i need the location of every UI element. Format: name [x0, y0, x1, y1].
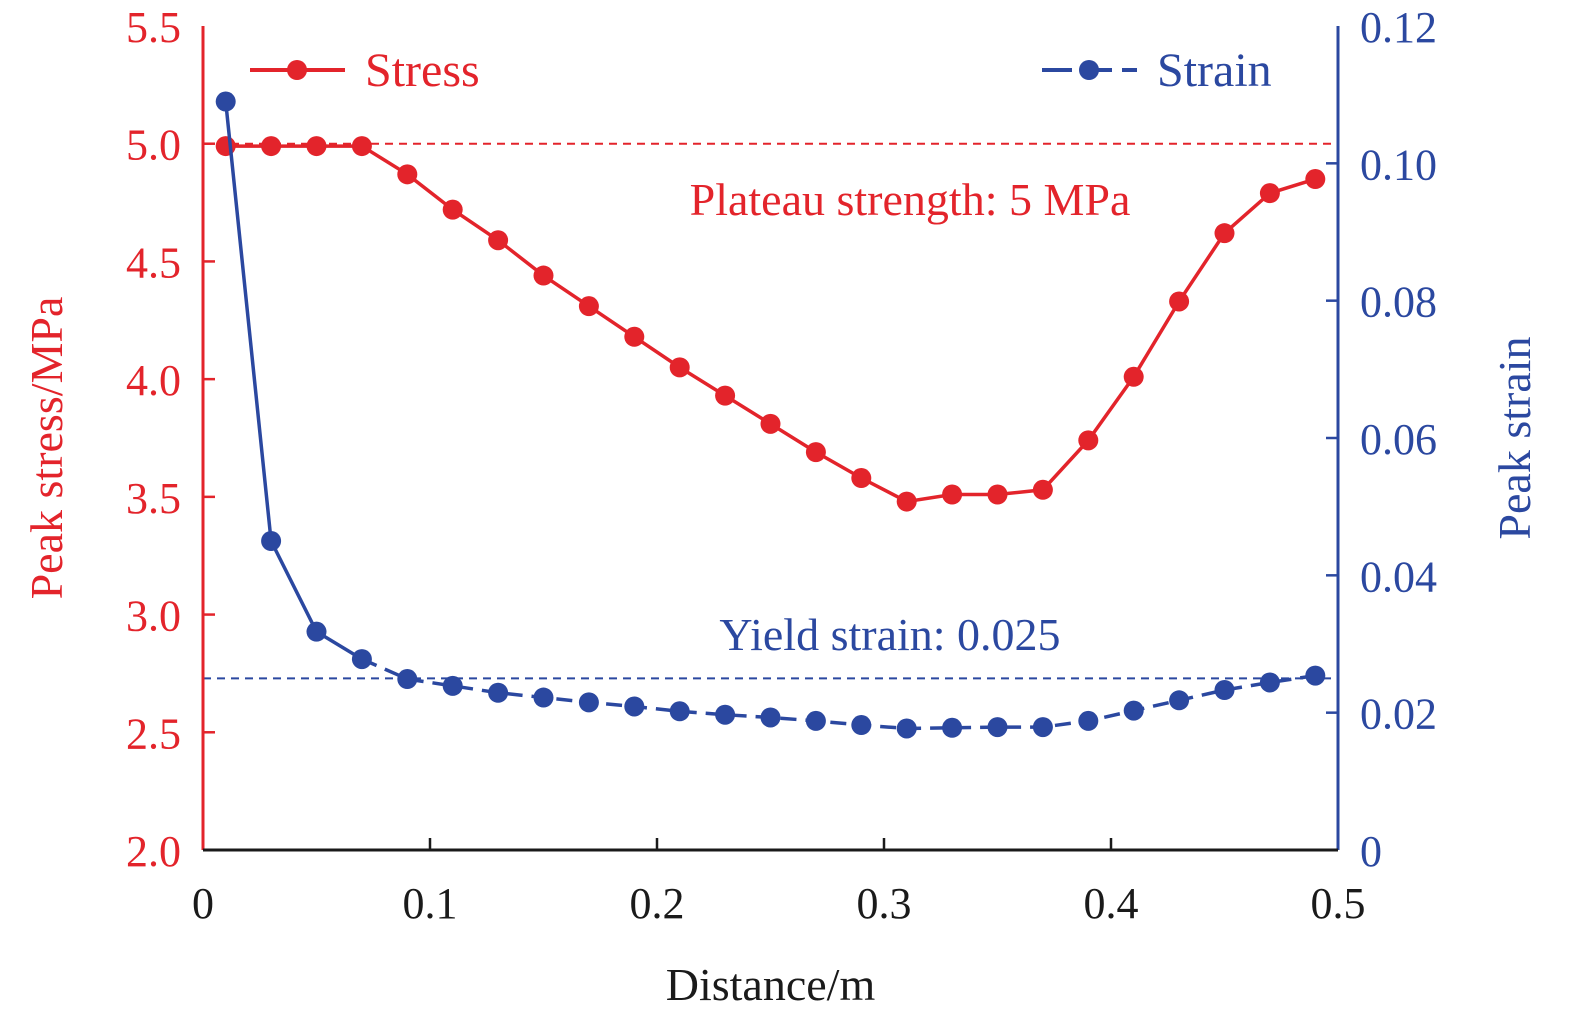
right-y-tick-label: 0 — [1360, 827, 1382, 876]
series-stress — [215, 136, 1326, 512]
data-point-stress — [1032, 479, 1053, 500]
legend-item-strain: Strain — [1042, 44, 1272, 97]
right-y-tick-label: 0.04 — [1360, 552, 1437, 601]
x-tick-label: 0.4 — [1084, 879, 1139, 928]
data-point-stress — [851, 468, 872, 489]
yield-strain-label: Yield strain: 0.025 — [719, 609, 1060, 660]
legend-marker-strain — [1079, 60, 1099, 80]
data-point-strain — [942, 717, 963, 738]
right-y-tick-label: 0.12 — [1360, 3, 1437, 52]
x-tick-label: 0 — [192, 879, 214, 928]
legend-item-stress: Stress — [250, 44, 480, 97]
data-point-strain — [851, 715, 872, 736]
data-point-strain — [1169, 690, 1190, 711]
data-point-stress — [1259, 183, 1280, 204]
data-point-stress — [1214, 223, 1235, 244]
series-strain — [215, 91, 1326, 739]
legend: Stress Strain — [250, 44, 1272, 97]
axis-labels: Distance/m Peak stress/MPa Peak strain P… — [21, 174, 1540, 1010]
x-tick-label: 0.5 — [1311, 879, 1366, 928]
data-point-stress — [306, 136, 327, 157]
data-point-stress — [896, 491, 917, 512]
left-y-tick-label: 4.5 — [126, 238, 181, 287]
series-layer — [215, 91, 1326, 739]
data-point-stress — [715, 385, 736, 406]
left-y-tick-label: 5.0 — [126, 121, 181, 170]
data-point-stress — [669, 357, 690, 378]
data-point-strain — [578, 692, 599, 713]
data-point-stress — [1169, 291, 1190, 312]
left-y-tick-label: 4.0 — [126, 356, 181, 405]
data-point-strain — [1259, 672, 1280, 693]
left-y-tick-label: 5.5 — [126, 3, 181, 52]
data-point-strain — [624, 696, 645, 717]
data-point-stress — [1123, 366, 1144, 387]
data-point-stress — [624, 326, 645, 347]
left-y-axis-label: Peak stress/MPa — [21, 297, 72, 600]
plateau-strength-label: Plateau strength: 5 MPa — [690, 174, 1131, 225]
series-line-strain-solid — [223, 101, 363, 661]
data-point-stress — [397, 164, 418, 185]
left-y-tick-label: 3.0 — [126, 592, 181, 641]
right-y-tick-label: 0.02 — [1360, 690, 1437, 739]
data-point-strain — [760, 707, 781, 728]
data-point-stress — [351, 136, 372, 157]
data-point-strain — [261, 531, 282, 551]
data-point-stress — [942, 484, 963, 505]
data-point-strain — [987, 717, 1008, 738]
left-y-tick-label: 2.0 — [126, 827, 181, 876]
x-tick-label: 0.3 — [857, 879, 912, 928]
left-y-tick-label: 2.5 — [126, 709, 181, 758]
data-point-stress — [987, 484, 1008, 505]
data-point-stress — [261, 136, 282, 157]
x-axis-label: Distance/m — [666, 959, 876, 1010]
data-point-strain — [805, 710, 826, 731]
data-point-stress — [533, 265, 554, 286]
legend-label-stress: Stress — [365, 44, 480, 97]
data-point-strain — [488, 682, 509, 703]
data-point-strain — [715, 704, 736, 725]
data-point-strain — [669, 701, 690, 722]
data-point-strain — [1305, 665, 1326, 686]
data-point-strain — [215, 91, 236, 112]
left-y-tick-label: 3.5 — [126, 474, 181, 523]
x-tick-label: 0.1 — [403, 879, 458, 928]
data-point-stress — [760, 413, 781, 434]
data-point-strain — [397, 669, 418, 690]
data-point-strain — [1123, 700, 1144, 721]
legend-label-strain: Strain — [1157, 44, 1272, 97]
reference-lines — [203, 142, 1338, 680]
data-point-stress — [805, 442, 826, 463]
series-line-strain-dashed — [361, 657, 1316, 731]
right-y-tick-label: 0.10 — [1360, 140, 1437, 189]
x-tick-label: 0.2 — [630, 879, 685, 928]
data-point-stress — [1305, 169, 1326, 190]
data-point-strain — [1078, 710, 1099, 731]
ticks-layer: 0 0.1 0.2 0.3 0.4 0.5 2.0 2.5 3.0 3.5 4.0 4.5 5.0 5.5… — [126, 3, 1437, 928]
data-point-strain — [1214, 680, 1235, 701]
data-point-strain — [351, 649, 372, 670]
data-point-stress — [442, 199, 463, 220]
data-point-stress — [578, 296, 599, 317]
data-point-stress — [488, 230, 509, 251]
right-y-axis-label: Peak strain — [1489, 336, 1540, 539]
right-y-tick-label: 0.08 — [1360, 278, 1437, 327]
data-point-strain — [442, 675, 463, 696]
data-point-strain — [533, 687, 554, 708]
data-point-strain — [896, 718, 917, 739]
legend-marker-stress — [287, 60, 307, 80]
data-point-stress — [1078, 430, 1099, 451]
right-y-tick-label: 0.06 — [1360, 415, 1437, 464]
data-point-strain — [1032, 717, 1053, 738]
data-point-strain — [306, 621, 327, 642]
